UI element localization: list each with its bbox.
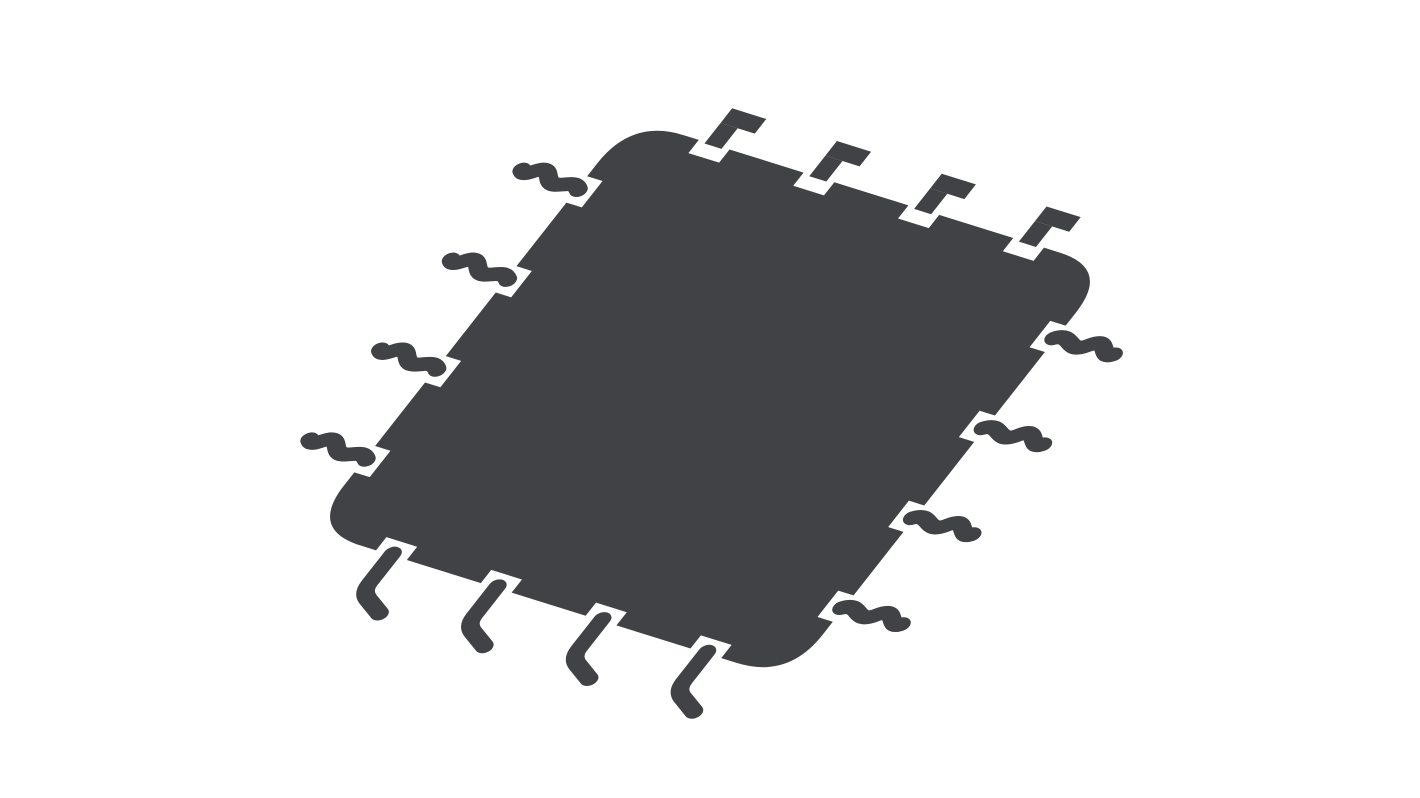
- chip-pin-top: [1019, 221, 1052, 247]
- chip-pin-bottom: [352, 554, 420, 614]
- chip-pin-top: [809, 156, 842, 182]
- chip-pin-left: [377, 344, 443, 371]
- chip-icon: [0, 0, 1420, 798]
- chip-pin-right: [840, 601, 906, 628]
- chip-pin-bottom: [562, 619, 630, 679]
- chip-body: [309, 119, 1110, 679]
- chip-icon-canvas: [0, 0, 1420, 798]
- chip-pin-left: [519, 164, 585, 191]
- chip-pin-right: [1052, 331, 1118, 358]
- chip-pin-bottom: [667, 652, 735, 712]
- chip-pin-right: [911, 511, 977, 538]
- chip-pin-top: [704, 123, 737, 149]
- chip-pin-left: [307, 434, 373, 461]
- chip-pin-bottom: [457, 586, 525, 646]
- chip-pin-left: [448, 254, 514, 281]
- chip-pin-top: [914, 188, 947, 214]
- chip-pin-right: [982, 421, 1048, 448]
